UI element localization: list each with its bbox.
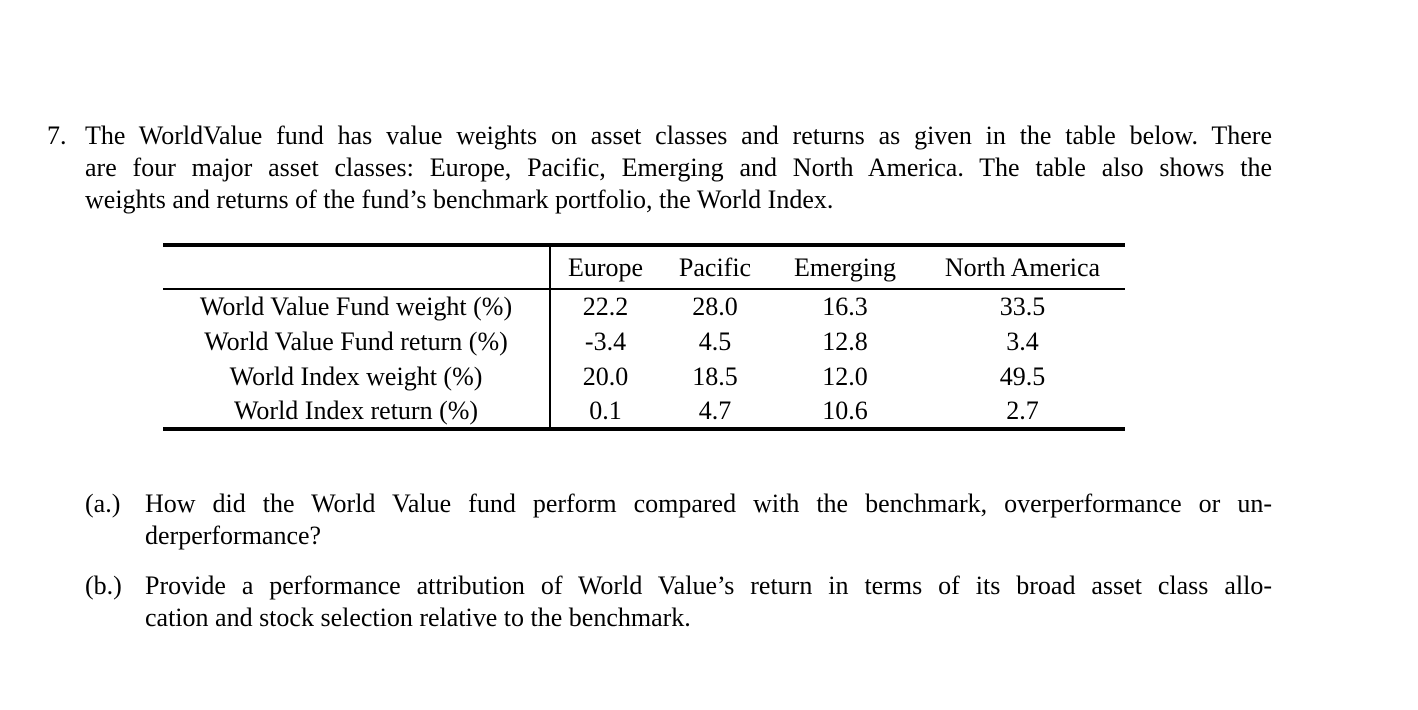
subquestion-a-line: derperformance?: [145, 521, 322, 550]
table-cell: 0.1: [589, 395, 622, 425]
table-cell: 4.5: [698, 326, 732, 356]
column-header-pacific: Pacific: [660, 245, 770, 290]
table-cell: 3.4: [1006, 326, 1039, 356]
subquestion-a: (a.) How did the World Value fund perfor…: [85, 488, 1272, 552]
table-cell: 2.7: [1006, 395, 1039, 425]
table-cell: 16.3: [822, 292, 868, 321]
table-row: World Index weight (%) 20.0 18.5 12.0 49…: [163, 359, 1125, 394]
table-row: World Index return (%) 0.1 4.7 10.6 2.7: [163, 394, 1125, 429]
table-cell: 20.0: [582, 361, 629, 391]
table-cell: 33.5: [999, 292, 1046, 321]
row-label: World Index return (%): [163, 394, 551, 429]
problem-statement-line: The WorldValue fund has value weights on…: [85, 121, 1272, 150]
table-cell: 49.5: [999, 361, 1046, 391]
subquestion-a-text: How did the World Value fund perform com…: [145, 488, 1272, 552]
table-cell: 10.6: [822, 395, 868, 425]
problem-statement-line: are four major asset classes: Europe, Pa…: [85, 153, 1272, 182]
row-label: World Value Fund weight (%): [163, 289, 551, 324]
subquestion-a-label: (a.): [85, 489, 121, 518]
table-corner-cell: [163, 245, 551, 290]
table-cell: 22.2: [582, 292, 629, 321]
table-header-row: Europe Pacific Emerging North America: [163, 245, 1125, 290]
column-header-emerging: Emerging: [770, 245, 920, 290]
problem-item-7: 7. The WorldValue fund has value weights…: [47, 0, 1272, 216]
row-label: World Value Fund return (%): [163, 324, 551, 359]
table-cell: 12.8: [822, 326, 868, 356]
table-row: World Value Fund return (%) -3.4 4.5 12.…: [163, 324, 1125, 359]
subquestion-a-line: How did the World Value fund perform com…: [145, 489, 1272, 518]
table-cell: -3.4: [584, 326, 627, 356]
subquestion-b-line: cation and stock selection relative to t…: [145, 603, 691, 632]
table-cell: 4.7: [698, 395, 732, 425]
problem-statement-line: weights and returns of the fund’s benchm…: [85, 185, 834, 214]
column-header-north-america: North America: [920, 245, 1125, 290]
subquestion-b-label: (b.): [85, 571, 122, 600]
problem-statement: The WorldValue fund has value weights on…: [85, 120, 1272, 216]
table-cell: 28.0: [692, 292, 738, 321]
fund-weights-returns-table: Europe Pacific Emerging North America Wo…: [163, 243, 1125, 431]
subquestion-b: (b.) Provide a performance attribution o…: [85, 570, 1272, 634]
table-cell: 18.5: [692, 361, 738, 391]
row-label: World Index weight (%): [163, 359, 551, 394]
subquestion-b-line: Provide a performance attribution of Wor…: [145, 571, 1272, 600]
subquestion-b-text: Provide a performance attribution of Wor…: [145, 570, 1272, 634]
problem-number: 7.: [47, 121, 67, 150]
table-row: World Value Fund weight (%) 22.2 28.0 16…: [163, 289, 1125, 324]
table-cell: 12.0: [822, 361, 868, 391]
column-header-europe: Europe: [550, 245, 660, 290]
